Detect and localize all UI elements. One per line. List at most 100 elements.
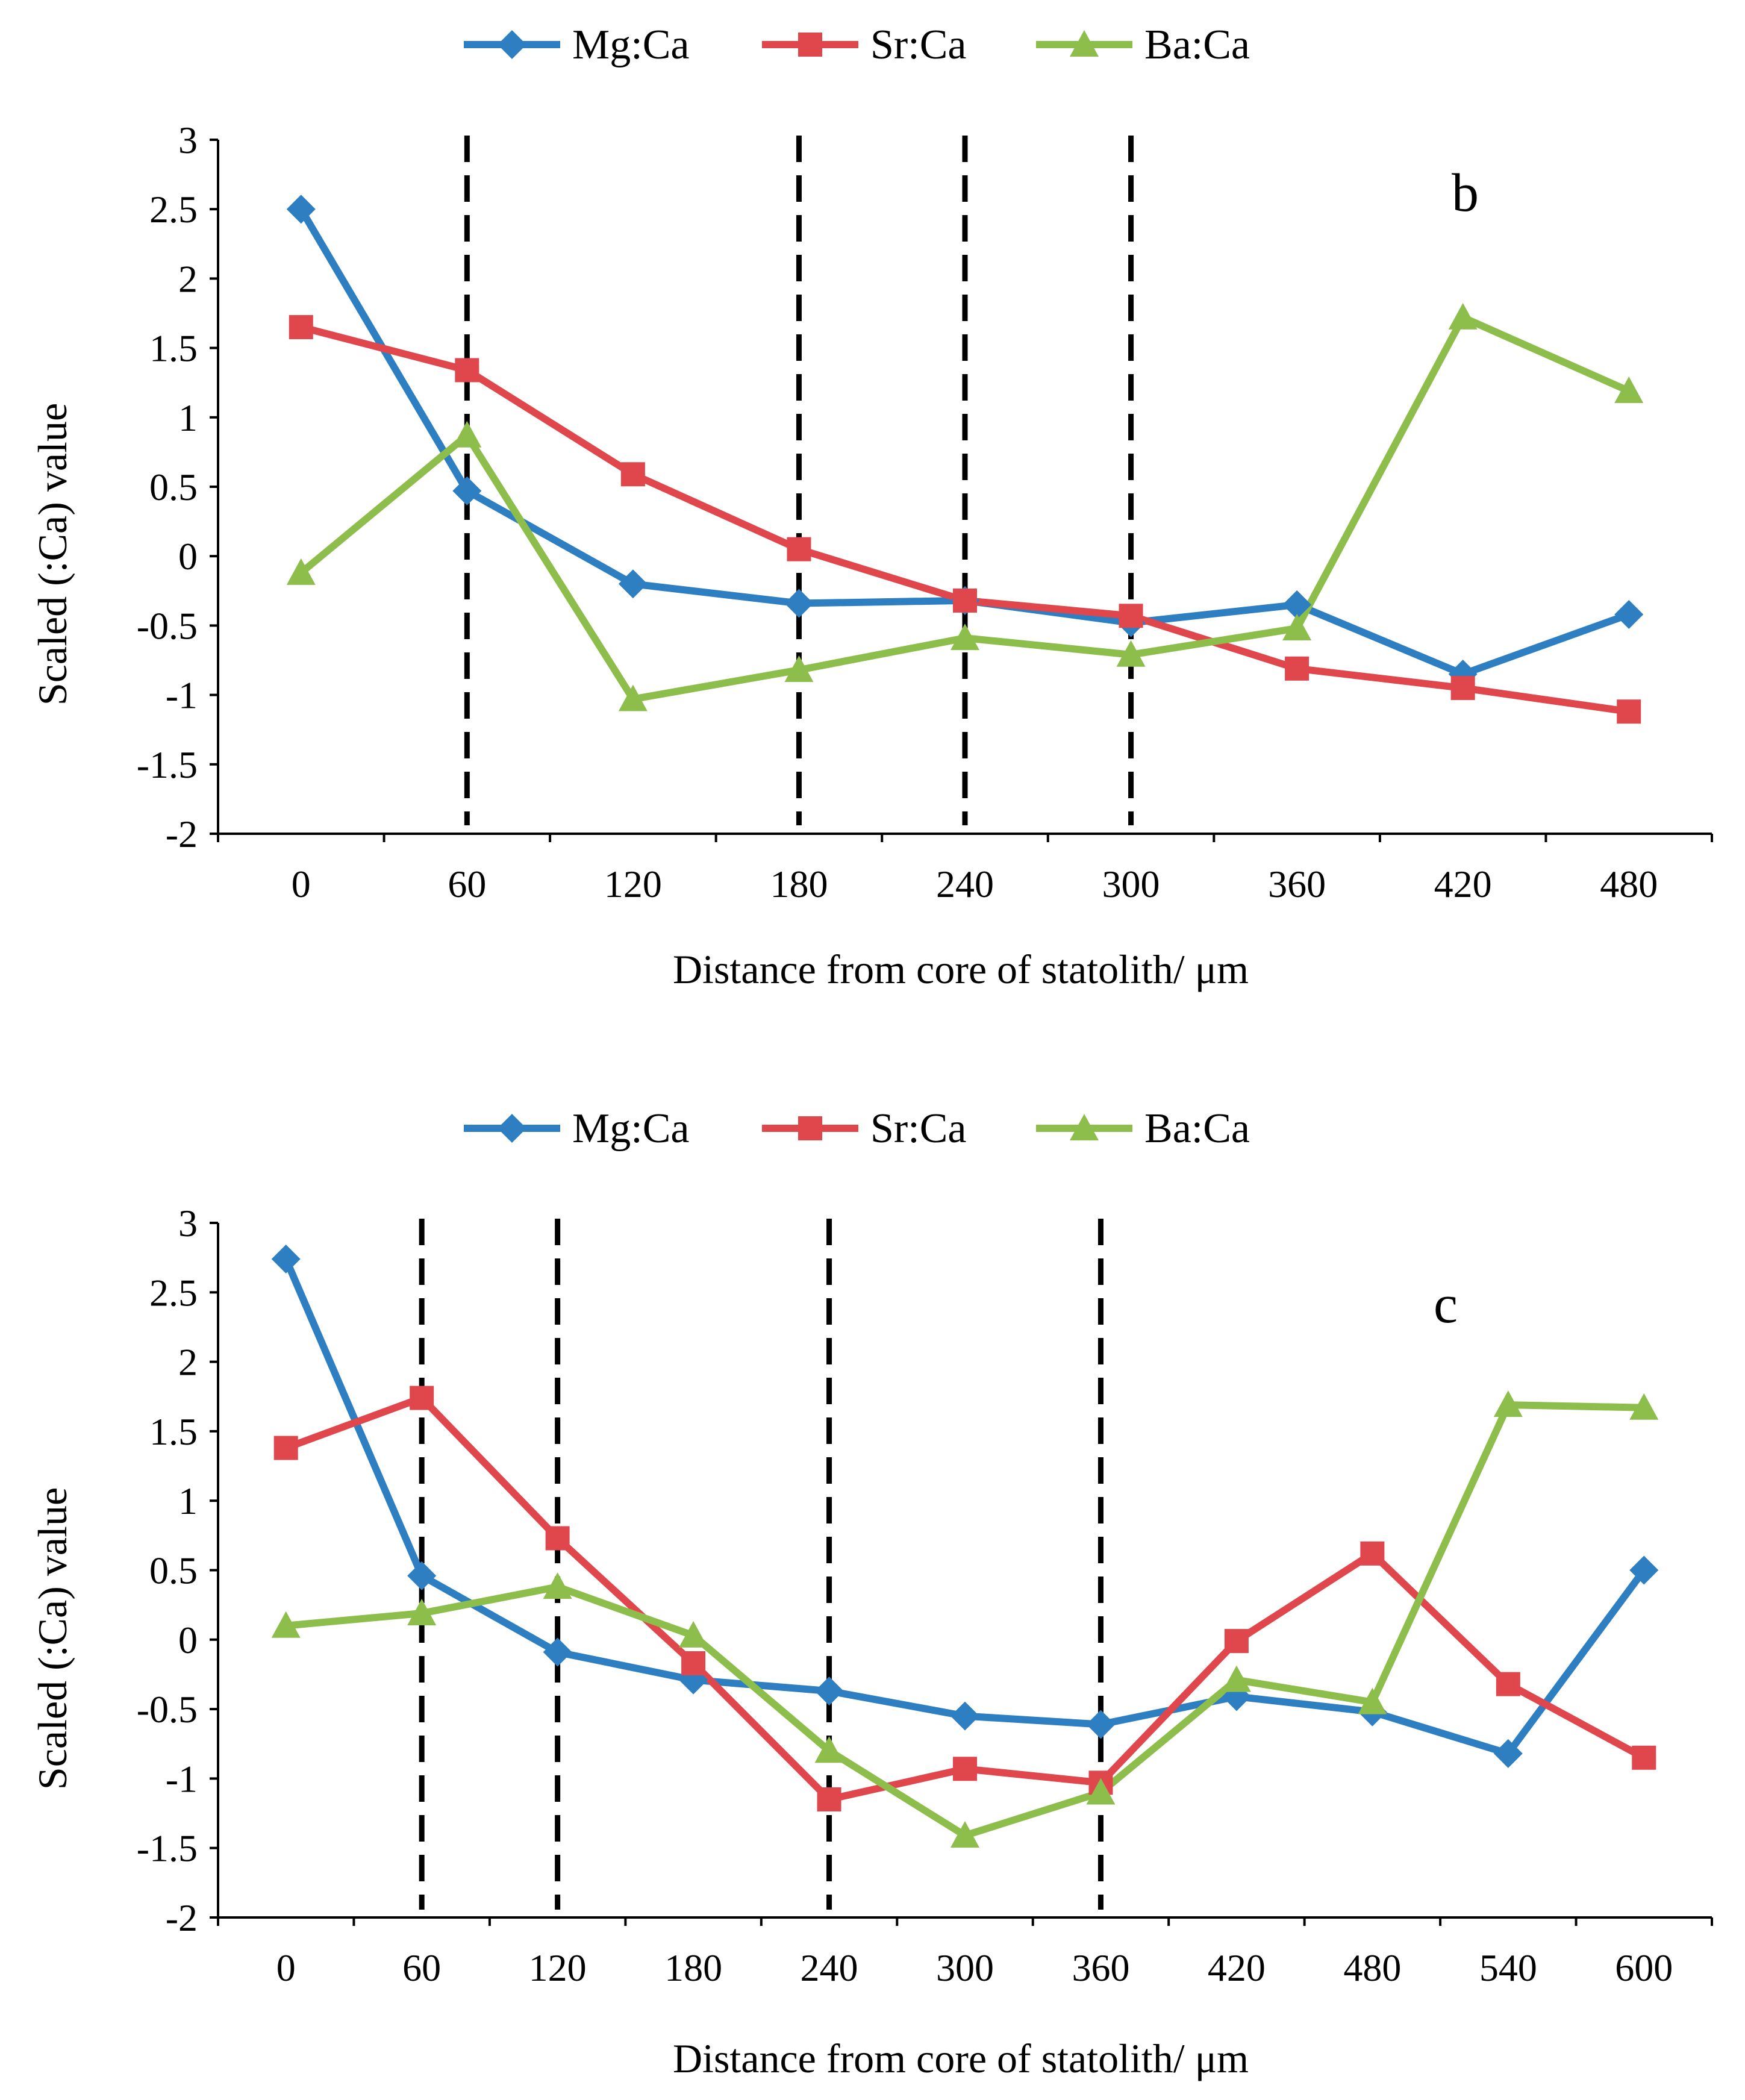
y-tick-label: -1.5	[137, 1827, 198, 1870]
data-point-ba	[618, 684, 648, 711]
data-point-sr	[1450, 676, 1475, 701]
y-tick-label: 3	[178, 119, 198, 161]
chart-panel-b: Mg:Ca Sr:Ca Ba:Ca 3 2.5 2 1.5 1 0.5 0 -0.5 -1 -1.…	[30, 22, 1713, 992]
x-tick-label: 240	[936, 863, 994, 905]
y-tick-label: -2	[166, 813, 198, 855]
y-tick-label: 1.5	[149, 1410, 198, 1453]
x-tick-label: 600	[1615, 1946, 1673, 1989]
data-point-sr	[1360, 1541, 1385, 1566]
legend-marker-ba-triangle	[1070, 1114, 1099, 1140]
y-axis-title: Scaled (:Ca) value	[30, 1487, 75, 1790]
legend-label-mg: Mg:Ca	[572, 22, 689, 68]
y-tick-label: 3	[178, 1202, 198, 1245]
y-axis-title: Scaled (:Ca) value	[30, 403, 75, 705]
data-point-mg	[1086, 1710, 1116, 1739]
y-tick-label: 1	[178, 396, 198, 439]
plot-area: 3 2.5 2 1.5 1 0.5 0 -0.5 -1 -1.5 -2 0 60 120 180 240 300…	[137, 1202, 1713, 1989]
data-point-mg	[618, 569, 648, 599]
y-tick-label: 0	[178, 1619, 198, 1661]
x-axis-title: Distance from core of statolith/ μm	[673, 946, 1249, 992]
legend-label-mg: Mg:Ca	[572, 1105, 689, 1152]
data-point-ba	[1222, 1665, 1251, 1692]
y-tick-label: 1.5	[149, 327, 198, 370]
y-tick-label: 2.5	[149, 188, 198, 231]
legend: Mg:Ca Sr:Ca Ba:Ca	[464, 1105, 1250, 1152]
data-point-ba	[951, 1820, 979, 1848]
y-tick-label: 0.5	[149, 466, 198, 508]
data-point-sr	[1224, 1629, 1249, 1654]
data-point-sr	[455, 358, 479, 383]
y-tick-label: 0	[178, 535, 198, 578]
y-tick-label: 2	[178, 257, 198, 300]
legend-item-mg: Mg:Ca	[464, 1105, 689, 1152]
data-point-mg	[452, 476, 482, 505]
data-point-sr	[953, 588, 977, 613]
x-tick-label: 360	[1268, 863, 1326, 905]
legend-marker-mg-diamond	[498, 30, 526, 59]
data-point-mg	[951, 1701, 979, 1731]
x-tick-label: 360	[1072, 1946, 1129, 1989]
data-point-sr	[1119, 604, 1143, 628]
data-point-ba	[407, 1598, 437, 1625]
legend-marker-mg-diamond	[498, 1114, 526, 1143]
data-point-mg	[1614, 599, 1644, 629]
legend-marker-ba-triangle	[1070, 30, 1099, 57]
x-tick-label: 60	[448, 863, 486, 905]
x-tick-label: 180	[664, 1946, 722, 1989]
data-point-mg	[271, 1244, 301, 1273]
y-tick-label: 1	[178, 1480, 198, 1522]
x-tick-label: 120	[529, 1946, 587, 1989]
data-point-ba	[951, 623, 979, 651]
data-point-mg	[1282, 590, 1312, 619]
data-point-ba	[1282, 614, 1312, 641]
plot-area: 3 2.5 2 1.5 1 0.5 0 -0.5 -1 -1.5 -2 0 60 120 180 240 300…	[137, 119, 1713, 905]
data-point-sr	[817, 1787, 841, 1811]
y-tick-label: -1	[166, 674, 198, 717]
data-point-sr	[273, 1436, 298, 1460]
legend-label-ba: Ba:Ca	[1144, 22, 1250, 68]
data-point-sr	[681, 1651, 706, 1676]
data-point-ba	[1493, 1390, 1523, 1417]
y-tick-label: 2	[178, 1341, 198, 1384]
data-point-sr	[620, 462, 645, 487]
x-axis-title: Distance from core of statolith/ μm	[673, 2036, 1249, 2081]
x-tick-label: 420	[1208, 1946, 1266, 1989]
legend-label-ba: Ba:Ca	[1144, 1105, 1250, 1152]
legend-item-sr: Sr:Ca	[762, 22, 966, 68]
legend-item-ba: Ba:Ca	[1036, 1105, 1250, 1152]
data-point-ba	[814, 1736, 844, 1763]
data-point-sr	[545, 1526, 570, 1551]
x-tick-label: 300	[936, 1946, 994, 1989]
x-tick-label: 300	[1102, 863, 1160, 905]
legend-marker-sr-square	[798, 1116, 822, 1140]
y-tick-label: -1.5	[137, 743, 198, 786]
x-tick-label: 0	[292, 863, 311, 905]
x-tick-label: 420	[1434, 863, 1492, 905]
data-point-sr	[1632, 1745, 1656, 1770]
chart-panel-c: Mg:Ca Sr:Ca Ba:Ca 3 2.5 2 1.5 1 0.5 0 -0.5 -1 -1.…	[30, 1105, 1713, 2081]
x-tick-label: 480	[1600, 863, 1658, 905]
data-point-ba	[1629, 1393, 1659, 1420]
data-point-mg	[1493, 1739, 1523, 1768]
data-point-sr	[1285, 656, 1310, 681]
x-tick-label: 60	[402, 1946, 441, 1989]
data-point-ba	[1358, 1687, 1387, 1714]
data-point-ba	[679, 1620, 708, 1648]
data-point-mg	[286, 195, 316, 224]
data-point-sr	[953, 1757, 977, 1781]
data-point-mg	[1629, 1555, 1659, 1585]
legend-item-mg: Mg:Ca	[464, 22, 689, 68]
panel-letter-b: b	[1452, 163, 1479, 223]
data-point-sr	[410, 1386, 434, 1410]
data-point-ba	[1448, 302, 1478, 330]
data-point-sr	[1617, 699, 1641, 724]
data-point-mg	[543, 1637, 572, 1667]
legend-label-sr: Sr:Ca	[870, 1105, 966, 1152]
data-point-ba	[1614, 377, 1644, 404]
y-tick-label: 2.5	[149, 1271, 198, 1314]
x-tick-label: 480	[1343, 1946, 1401, 1989]
y-tick-label: -0.5	[137, 604, 198, 647]
data-point-sr	[1496, 1672, 1520, 1696]
x-tick-label: 240	[801, 1946, 858, 1989]
